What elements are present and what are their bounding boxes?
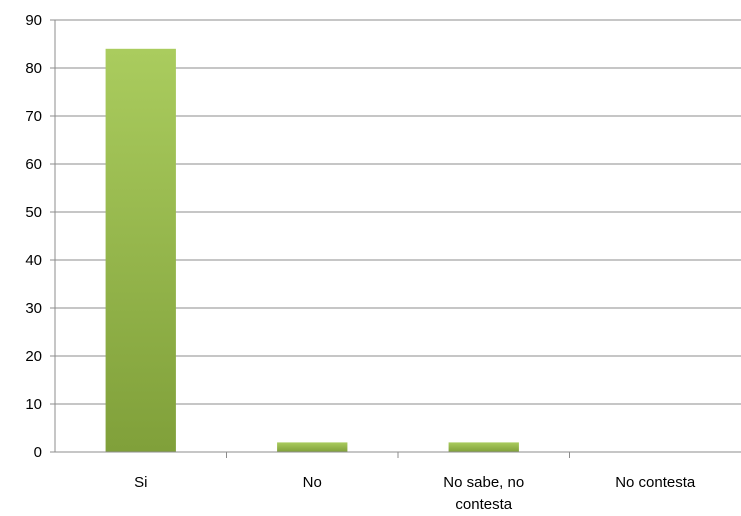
axes bbox=[50, 19, 741, 458]
y-tick-label-20: 20 bbox=[25, 348, 42, 365]
y-tick-label-70: 70 bbox=[25, 108, 42, 125]
bars bbox=[105, 48, 519, 453]
y-tick-label-40: 40 bbox=[25, 252, 42, 269]
y-tick-label-0: 0 bbox=[34, 444, 42, 461]
x-tick-label-4: No contesta bbox=[615, 474, 696, 491]
y-tick-label-50: 50 bbox=[25, 204, 42, 221]
y-tick-label-80: 80 bbox=[25, 60, 42, 77]
bar-3 bbox=[448, 442, 519, 452]
x-tick-label-1: Si bbox=[134, 474, 147, 491]
bar-1 bbox=[105, 48, 176, 453]
y-tick-label-90: 90 bbox=[25, 12, 42, 29]
x-tick-labels: Si No No sabe, no contesta No contesta bbox=[134, 474, 696, 513]
y-tick-labels: 0 10 20 30 40 50 60 70 80 90 bbox=[25, 12, 42, 461]
bar-2 bbox=[277, 442, 348, 452]
y-tick-label-10: 10 bbox=[25, 396, 42, 413]
x-tick-label-2: No bbox=[303, 474, 322, 491]
x-tick-label-3: No sabe, no contesta bbox=[443, 474, 524, 513]
y-tick-label-60: 60 bbox=[25, 156, 42, 173]
y-tick-label-30: 30 bbox=[25, 300, 42, 317]
